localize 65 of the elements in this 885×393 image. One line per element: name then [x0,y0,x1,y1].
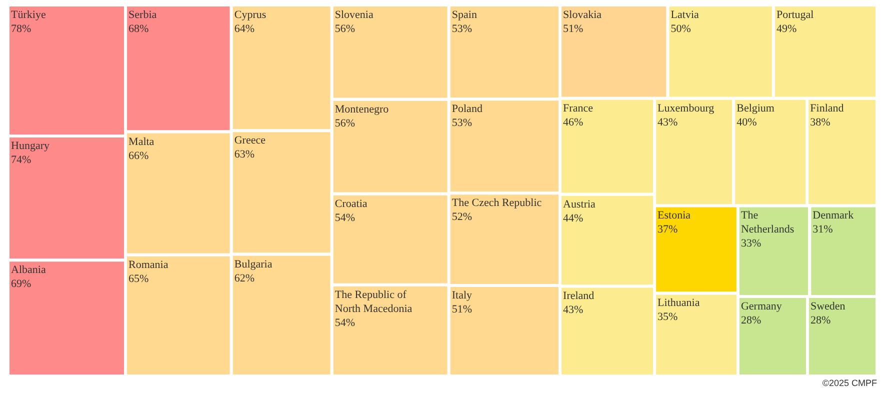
category-label: Poland [452,103,483,116]
category-label: Spain [452,9,478,21]
data-label: 56% [334,117,356,130]
data-label: 66% [128,150,149,162]
data-label: 53% [452,23,472,35]
category-label: The Republic of North Macedonia [334,288,412,315]
data-label: 65% [128,272,149,285]
category-label: Bulgaria [234,258,272,270]
category-label: Estonia [658,210,691,222]
category-label: Romania [128,258,168,271]
category-label: Luxembourg [658,102,715,114]
category-label: Belgium [736,102,775,114]
data-label: 78% [11,23,32,35]
data-label: 35% [658,311,678,324]
category-label: Slovenia [334,9,374,21]
data-label: 74% [11,154,32,166]
category-label: Austria [563,198,596,210]
data-label: 51% [452,303,472,316]
data-label: 28% [740,314,762,327]
data-label: 46% [563,116,584,128]
data-label: 33% [740,238,762,250]
category-label: Ireland [563,290,595,302]
data-label: 52% [452,211,472,224]
data-label: 40% [736,116,757,128]
text: ©2025 CMPF [822,378,878,388]
category-label: Slovakia [563,9,602,21]
category-label: Serbia [128,9,157,21]
data-label: 54% [334,212,356,224]
category-label: Germany [740,300,782,313]
category-label: Italy [452,289,473,302]
category-label: Greece [234,134,266,147]
category-label: France [563,102,594,114]
category-label: The Czech Republic [452,197,542,210]
category-label: The Netherlands [740,210,794,236]
data-label: 62% [234,272,255,284]
data-label: 50% [670,23,691,35]
category-label: Türkiye [11,9,46,21]
data-label: 51% [563,23,584,35]
category-label: Latvia [670,9,700,21]
data-label: 49% [776,23,797,35]
data-label: 43% [658,116,678,128]
data-label: 38% [810,116,830,128]
category-label: Cyprus [234,9,266,21]
category-label: Croatia [334,198,368,210]
data-label: 54% [334,316,356,329]
category-label: Sweden [810,300,846,313]
data-label: 69% [11,278,32,290]
category-label: Malta [128,136,154,148]
data-label: 68% [128,23,149,35]
data-label: 43% [563,304,584,316]
data-label: 63% [234,148,255,161]
data-label: 44% [563,212,584,224]
category-label: Hungary [11,140,50,152]
category-label: Portugal [776,9,814,21]
category-label: Montenegro [334,103,390,116]
category-label: Lithuania [658,297,700,310]
data-label: 64% [234,23,255,35]
data-label: 53% [452,117,472,130]
category-label: Denmark [812,210,854,222]
category-label: Albania [11,264,46,276]
category-label: Finland [810,102,844,114]
data-label: 56% [334,23,356,35]
data-label: 31% [812,224,833,236]
data-label: 37% [658,224,678,236]
data-label: 28% [810,314,831,327]
